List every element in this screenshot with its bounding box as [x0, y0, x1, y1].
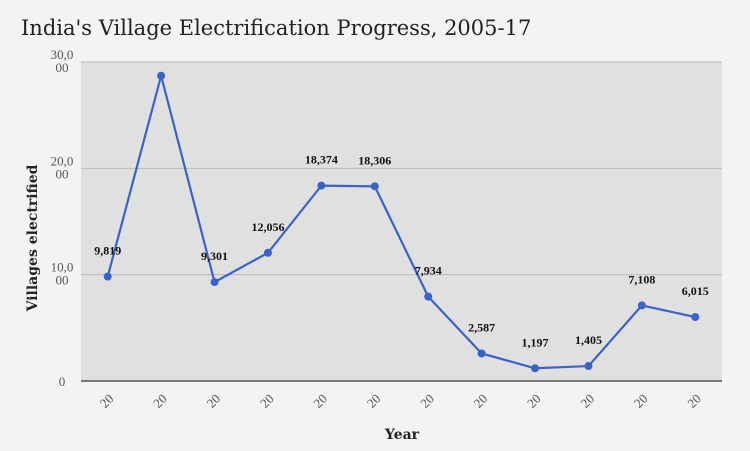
- data-label: 6,015: [682, 284, 709, 298]
- data-point: [317, 181, 326, 190]
- data-label: 9,819: [94, 244, 121, 258]
- x-tick-label: 20: [577, 391, 597, 411]
- data-point: [210, 278, 219, 287]
- x-axis-title: Year: [384, 427, 420, 443]
- y-tick-label: 10,0 00: [51, 260, 74, 288]
- data-point: [637, 301, 646, 310]
- data-point: [370, 182, 379, 191]
- series-villages-electrified: [103, 71, 700, 373]
- data-label: 7,108: [628, 272, 655, 286]
- y-tick-label: 20,0 00: [51, 153, 74, 181]
- data-labels: 9,819 9,301 12,056 18,374 18,306 7,934 2,587 1,…: [94, 153, 709, 350]
- x-tick-label: 20: [684, 391, 704, 411]
- data-point: [103, 272, 112, 281]
- y-axis-ticks: 0 10,0 00 20,0 00 30,0 00: [51, 47, 74, 389]
- x-tick-label: 20: [417, 391, 437, 411]
- chart-title: India's Village Electrification Progress…: [21, 16, 531, 40]
- data-label: 1,405: [575, 333, 602, 347]
- data-label: 12,056: [251, 220, 284, 234]
- x-tick-label: 20: [97, 391, 117, 411]
- data-point: [263, 248, 272, 257]
- data-label: 7,934: [415, 264, 442, 278]
- x-tick-label: 20: [150, 391, 170, 411]
- x-tick-label: 20: [257, 391, 277, 411]
- x-axis-ticks: 20 20 20 20 20 20 20 20 20 20 20 20: [97, 391, 704, 411]
- data-label: 1,197: [522, 335, 549, 349]
- data-point: [691, 313, 700, 322]
- plot-area: [81, 62, 722, 381]
- series-line: [106, 74, 696, 370]
- data-label: 9,301: [201, 249, 228, 263]
- data-point: [424, 292, 433, 301]
- x-tick-label: 20: [203, 391, 223, 411]
- data-label: 2,587: [468, 320, 495, 334]
- x-tick-label: 20: [631, 391, 651, 411]
- x-tick-label: 20: [310, 391, 330, 411]
- y-tick-label: 0: [59, 374, 66, 389]
- data-label: 18,374: [305, 153, 338, 167]
- y-axis-title: Villages electrified: [25, 164, 41, 312]
- x-tick-label: 20: [364, 391, 384, 411]
- data-point: [531, 364, 540, 373]
- data-label: 18,306: [358, 153, 391, 167]
- x-tick-label: 20: [471, 391, 491, 411]
- data-point: [584, 362, 593, 371]
- x-tick-label: 20: [524, 391, 544, 411]
- y-tick-label: 30,0 00: [51, 47, 74, 75]
- data-point: [477, 349, 486, 358]
- data-point: [157, 71, 166, 80]
- grid-lines: [81, 61, 722, 382]
